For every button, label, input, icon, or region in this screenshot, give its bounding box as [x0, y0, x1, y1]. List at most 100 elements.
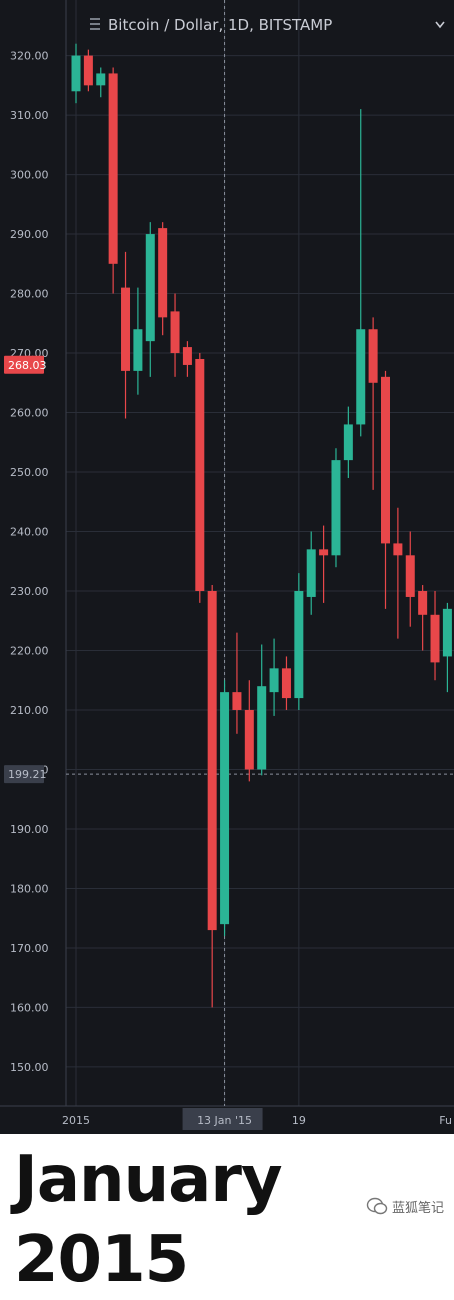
crosshair-time-badge	[182, 1108, 263, 1130]
candle[interactable]	[331, 448, 341, 568]
y-tick-label: 290.00	[10, 228, 49, 241]
candle[interactable]	[232, 632, 242, 734]
candle[interactable]	[121, 251, 131, 419]
chevron-down-icon[interactable]	[435, 21, 445, 29]
candle-body	[244, 709, 254, 770]
crosshair-price-badge	[4, 765, 44, 784]
chart-header: Bitcoin / Dollar, 1D, BITSTAMP	[90, 16, 445, 34]
candle-body	[281, 668, 291, 699]
y-tick-label: 170.00	[10, 942, 49, 955]
current-price-badge	[4, 355, 44, 374]
candle[interactable]	[281, 656, 291, 710]
y-tick-label: 160.00	[10, 1001, 49, 1014]
candle-body	[442, 608, 452, 657]
x-tick-label: 13 Jan '15	[197, 1114, 252, 1127]
candle[interactable]	[418, 585, 428, 651]
candle[interactable]	[220, 680, 230, 937]
x-tick-label: 2015	[62, 1114, 90, 1127]
candle[interactable]	[294, 573, 304, 710]
candle[interactable]	[381, 370, 390, 609]
candle[interactable]	[269, 638, 279, 716]
watermark-text: 蓝狐笔记	[391, 1200, 444, 1216]
y-tick-label: 150.00	[10, 1061, 49, 1074]
candle-body	[170, 311, 180, 354]
candle-body	[133, 329, 143, 371]
watermark: 蓝狐笔记	[366, 1194, 444, 1218]
caption-text: January 2015	[14, 1143, 283, 1297]
candle-body	[108, 73, 118, 264]
candle[interactable]	[393, 507, 403, 639]
candle-body	[257, 686, 267, 770]
candle-body	[405, 555, 415, 597]
y-tick-label: 220.00	[10, 644, 49, 657]
candle-body	[207, 591, 217, 931]
candle-body	[269, 668, 279, 693]
candle-body	[158, 228, 168, 318]
candle-body	[319, 549, 329, 556]
y-tick-label: 180.00	[10, 882, 49, 895]
candle[interactable]	[71, 43, 81, 104]
candle[interactable]	[207, 585, 217, 1008]
candle-body	[294, 591, 304, 699]
candle[interactable]	[195, 353, 205, 603]
candle[interactable]	[83, 49, 93, 92]
price-axis[interactable]: 330.00320.00310.00300.00290.00280.00270.…	[4, 0, 49, 1074]
y-tick-label: 240.00	[10, 526, 49, 539]
candle-body	[220, 692, 230, 925]
candlestick-chart[interactable]: 330.00320.00310.00300.00290.00280.00270.…	[0, 0, 454, 1134]
time-axis[interactable]: 2015 13 Jan '15 19 Fu	[62, 1108, 452, 1130]
candle-body	[306, 549, 316, 597]
candle-body	[356, 329, 366, 425]
y-tick-label: 210.00	[10, 704, 49, 717]
candle-body	[182, 347, 192, 365]
chart-svg: 330.00320.00310.00300.00290.00280.00270.…	[0, 0, 454, 1130]
x-tick-label: Fu	[439, 1114, 452, 1127]
candle[interactable]	[96, 67, 106, 98]
y-tick-label: 250.00	[10, 466, 49, 479]
candle-body	[195, 358, 205, 592]
y-tick-label: 230.00	[10, 585, 49, 598]
candle[interactable]	[405, 531, 415, 627]
x-tick-label: 19	[292, 1114, 306, 1127]
chart-settings-icon[interactable]	[90, 18, 100, 30]
y-tick-label: 310.00	[10, 109, 49, 122]
candle-layer	[71, 43, 452, 1008]
y-tick-label: 320.00	[10, 50, 49, 63]
candle[interactable]	[343, 406, 353, 478]
y-tick-label: 260.00	[10, 407, 49, 420]
candle[interactable]	[442, 602, 452, 693]
crosshair-price-label: 199.21	[8, 768, 47, 781]
candle[interactable]	[182, 341, 192, 377]
candle[interactable]	[430, 591, 440, 681]
wechat-logo-icon	[366, 1197, 388, 1215]
y-tick-label: 300.00	[10, 169, 49, 182]
candle[interactable]	[368, 317, 378, 490]
candle[interactable]	[306, 531, 316, 615]
candle[interactable]	[170, 293, 180, 377]
candle[interactable]	[133, 287, 143, 395]
candle-body	[368, 329, 378, 383]
candle-body	[121, 287, 131, 371]
candle[interactable]	[158, 222, 168, 336]
candle-body	[145, 234, 155, 342]
symbol-title[interactable]: Bitcoin / Dollar, 1D, BITSTAMP	[108, 16, 332, 34]
y-tick-label: 280.00	[10, 288, 49, 301]
candle-body	[83, 55, 93, 86]
candle-body	[71, 55, 81, 92]
candle-body	[430, 614, 440, 663]
candle[interactable]	[319, 525, 329, 603]
candle[interactable]	[244, 680, 254, 782]
y-tick-label: 330.00	[10, 0, 49, 3]
candle-body	[331, 460, 341, 556]
candle-body	[393, 543, 403, 556]
candle-body	[96, 73, 106, 86]
candle[interactable]	[108, 67, 118, 294]
candle-body	[418, 591, 428, 615]
candle[interactable]	[257, 644, 267, 776]
candle-body	[343, 424, 353, 461]
candle[interactable]	[356, 109, 366, 437]
current-price-label: 268.03	[8, 359, 47, 372]
candle[interactable]	[145, 222, 155, 377]
candle-body	[232, 692, 242, 710]
candle-body	[381, 376, 390, 544]
